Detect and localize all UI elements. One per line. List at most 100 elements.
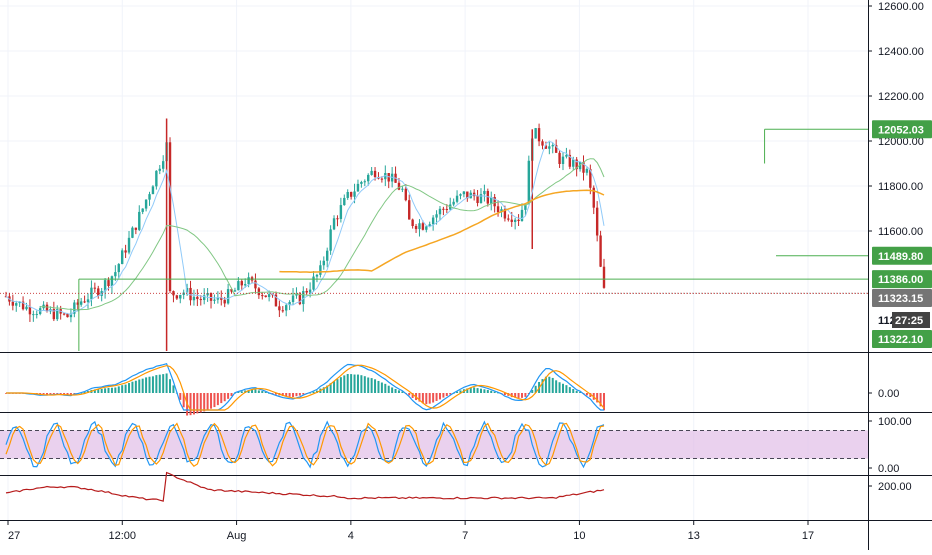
macd-panel — [5, 362, 605, 416]
candle-body — [387, 173, 390, 182]
macd-histogram-bar — [473, 387, 476, 393]
candle-body — [189, 287, 192, 301]
candle-body — [148, 194, 151, 200]
macd-histogram-bar — [227, 393, 230, 399]
candle-body — [202, 295, 206, 301]
candle-body — [404, 188, 408, 201]
candle-body — [496, 206, 500, 213]
candle — [69, 308, 73, 323]
candle — [578, 161, 582, 172]
candle-body — [196, 296, 199, 300]
candle-body — [503, 209, 507, 219]
candle — [339, 197, 343, 223]
macd-histogram-bar — [374, 379, 377, 393]
candle-body — [353, 191, 356, 197]
candle-body — [462, 191, 466, 195]
ma-slow-line — [279, 189, 605, 273]
candle — [179, 294, 182, 304]
candle-body — [582, 161, 585, 173]
candle-body — [233, 290, 237, 292]
candle-body — [93, 287, 97, 289]
macd-histogram-bar — [165, 373, 168, 393]
macd-histogram-bar — [104, 388, 107, 393]
candle — [32, 310, 35, 322]
candle-body — [507, 218, 510, 220]
macd-histogram-bar — [432, 393, 435, 403]
macd-histogram-bar — [73, 393, 76, 394]
candle — [336, 215, 339, 227]
candle-body — [356, 183, 360, 192]
candle — [312, 271, 315, 292]
candle-body — [305, 290, 308, 293]
candle — [534, 127, 537, 139]
candle-body — [524, 204, 527, 210]
price-label-box: 11489.80 — [872, 246, 932, 265]
macd-histogram-bar — [418, 393, 421, 402]
candle-body — [554, 145, 558, 153]
time-tick-label: 12:00 — [109, 530, 137, 542]
macd-line — [6, 362, 604, 411]
macd-histogram-bar — [356, 374, 359, 393]
candle-body — [278, 306, 281, 311]
indicator-tick-label: 200.00 — [878, 481, 912, 493]
candle-body — [155, 170, 158, 187]
candle-body — [431, 217, 435, 225]
macd-histogram-bar — [66, 393, 69, 395]
candle — [517, 214, 520, 226]
candle-body — [86, 299, 90, 303]
macd-histogram-bar — [541, 379, 544, 393]
candle-body — [291, 295, 295, 302]
macd-histogram-bar — [192, 393, 195, 415]
candle-body — [28, 306, 32, 315]
candle — [86, 293, 90, 309]
candle — [425, 225, 428, 233]
macd-histogram-bar — [394, 388, 397, 393]
candle-body — [274, 294, 278, 307]
candle-body — [79, 301, 83, 305]
candle — [281, 306, 284, 313]
candle-body — [520, 209, 524, 222]
candle — [548, 140, 551, 155]
macd-histogram-bar — [110, 387, 113, 393]
price-label-text: 12052.03 — [878, 124, 924, 136]
candle-body — [110, 276, 114, 287]
candle — [189, 280, 192, 306]
macd-histogram-bar — [391, 387, 394, 393]
price-tick-label: 12600.00 — [878, 1, 924, 13]
candle-body — [602, 266, 606, 288]
macd-histogram-bar — [155, 375, 158, 393]
candle — [240, 279, 243, 291]
candle-body — [476, 196, 479, 204]
candle — [367, 173, 370, 186]
candle — [233, 287, 237, 292]
candle — [315, 273, 319, 283]
candle — [513, 217, 517, 230]
candle — [322, 256, 325, 270]
macd-histogram-bar — [46, 393, 49, 395]
candle-body — [572, 159, 575, 167]
macd-histogram-bar — [145, 377, 148, 393]
macd-histogram-bar — [257, 390, 260, 393]
candle-body — [421, 223, 425, 230]
macd-histogram-bar — [558, 382, 561, 393]
candle — [370, 167, 373, 176]
candle-body — [182, 292, 185, 295]
candle — [551, 142, 554, 154]
candle — [599, 230, 602, 268]
candle-body — [216, 297, 220, 300]
macd-histogram-bar — [339, 377, 342, 393]
candle-body — [568, 154, 572, 167]
candle — [199, 295, 202, 306]
candle-body — [18, 301, 21, 304]
macd-histogram-bar — [377, 380, 380, 393]
macd-histogram-bar — [380, 382, 383, 393]
candle-body — [459, 194, 462, 196]
candle-body — [336, 218, 339, 220]
candle-body — [442, 208, 445, 210]
ma-mid-line — [40, 158, 605, 311]
candle — [172, 290, 175, 303]
candle — [544, 141, 548, 149]
macd-histogram-bar — [599, 393, 602, 407]
price-tick-label: 12200.00 — [878, 91, 924, 103]
